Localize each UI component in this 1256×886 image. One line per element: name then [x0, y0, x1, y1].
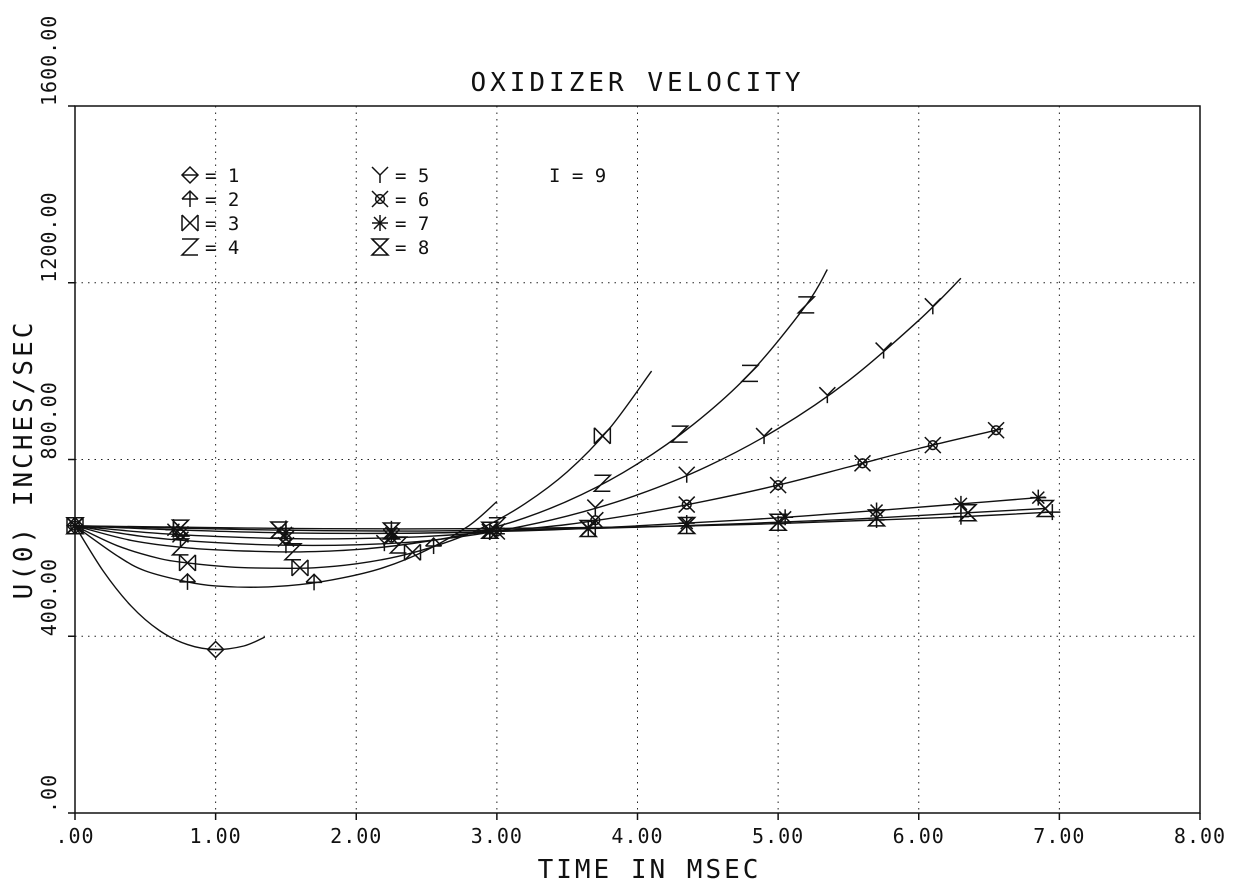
series-5-marker: [678, 466, 696, 483]
series-8-marker: [170, 519, 191, 537]
series-6-marker: [853, 454, 872, 472]
x-tick-label: 7.00: [1033, 824, 1085, 848]
series-3-marker: [403, 543, 422, 561]
x-tick-label: 5.00: [752, 824, 804, 848]
series-7-marker: [777, 509, 794, 526]
series-8-marker: [269, 521, 289, 539]
legend-label-7: = 7: [395, 213, 429, 235]
series-3-line: [74, 370, 653, 570]
x-tick-label: 3.00: [471, 824, 523, 848]
legend-label-8: = 8: [395, 237, 429, 259]
series-5-marker: [586, 499, 604, 516]
x-tick-label: 8.00: [1174, 824, 1226, 848]
y-axis-title: U(0) INCHES/SEC: [9, 320, 39, 600]
legend-marker-7: [372, 215, 388, 231]
series-7-marker: [1030, 489, 1047, 506]
series-6-marker: [987, 421, 1005, 439]
series-9-marker: [770, 515, 787, 532]
series-9-marker: [165, 519, 182, 536]
series-markers: [65, 296, 1061, 659]
x-tick-label: 1.00: [190, 824, 242, 848]
y-tick-label: 800.00: [37, 381, 61, 459]
series-4-line: [74, 269, 828, 553]
series-4-marker: [796, 296, 817, 314]
x-tick-label: 2.00: [330, 824, 382, 848]
legend: = 1= 2= 3= 4 = 5= 6= 7= 8: [180, 165, 429, 259]
legend-label-4: = 4: [205, 237, 239, 259]
series-9-marker: [67, 517, 83, 534]
series-5-marker: [924, 297, 942, 315]
y-tick-label: 1600.00: [37, 15, 61, 106]
legend-marker-5: [371, 166, 389, 183]
legend-extra-label: I = 9: [549, 165, 606, 187]
series-9-marker: [868, 511, 885, 528]
series-5-marker: [875, 342, 893, 359]
series-9-marker: [952, 508, 969, 525]
series-1-marker: [206, 640, 225, 659]
series-8-marker: [958, 503, 978, 522]
x-tick-labels: .00 1.00 2.00 3.00 4.00 5.00 6.00 7.00 8.00: [55, 813, 1226, 848]
series-8-marker: [1035, 499, 1056, 518]
series-9-marker: [678, 517, 695, 534]
series-5-marker: [755, 427, 773, 445]
series-6-marker: [769, 476, 787, 494]
series-5-line: [74, 277, 962, 547]
legend-label-5: = 5: [395, 165, 429, 187]
legend-marker-8: [370, 238, 390, 256]
series-9-line: [74, 511, 1053, 530]
series-4-marker: [283, 542, 303, 561]
series-9-marker: [587, 519, 604, 536]
legend-label-3: = 3: [205, 213, 239, 235]
y-tick-label: 1200.00: [37, 191, 61, 282]
series-4-marker: [740, 364, 760, 383]
series-8-marker: [480, 521, 500, 540]
legend-label-1: = 1: [205, 165, 239, 187]
x-tick-label: 6.00: [893, 824, 945, 848]
series-4-marker: [592, 474, 613, 493]
series-2-marker: [178, 572, 197, 590]
y-tick-label: .00: [37, 774, 61, 813]
legend-marker-2: [181, 189, 199, 207]
legend-label-6: = 6: [395, 189, 429, 211]
series-9-marker: [277, 520, 294, 537]
x-axis-title: TIME IN MSEC: [538, 855, 762, 885]
series-9-marker: [383, 520, 400, 537]
legend-marker-3: [181, 214, 199, 232]
x-tick-label: .00: [55, 824, 94, 848]
y-tick-label: 400.00: [37, 558, 61, 636]
series-9-marker: [488, 520, 505, 537]
legend-marker-6: [371, 190, 389, 208]
series-2-marker: [305, 573, 323, 591]
y-tick-labels: .00 400.00 800.00 1200.00 1600.00: [37, 15, 75, 814]
series-6-marker: [924, 436, 942, 454]
grid-lines: [75, 106, 1200, 813]
series-7-marker: [481, 523, 498, 540]
legend-marker-4: [180, 238, 200, 256]
series-6-marker: [678, 496, 696, 514]
series-5-marker: [818, 386, 836, 404]
series-1-line: [74, 525, 266, 651]
series-8-marker: [578, 519, 599, 538]
series-3-marker: [178, 554, 197, 572]
series-2-marker: [425, 536, 443, 555]
series-9-marker: [1044, 504, 1061, 521]
series-3-marker: [291, 559, 309, 577]
series-4-marker: [669, 425, 690, 443]
legend-marker-1: [180, 165, 200, 185]
x-tick-label: 4.00: [611, 824, 663, 848]
series-3-marker: [593, 427, 612, 445]
chart-title: OXIDIZER VELOCITY: [470, 68, 804, 98]
legend-label-2: = 2: [205, 189, 239, 211]
